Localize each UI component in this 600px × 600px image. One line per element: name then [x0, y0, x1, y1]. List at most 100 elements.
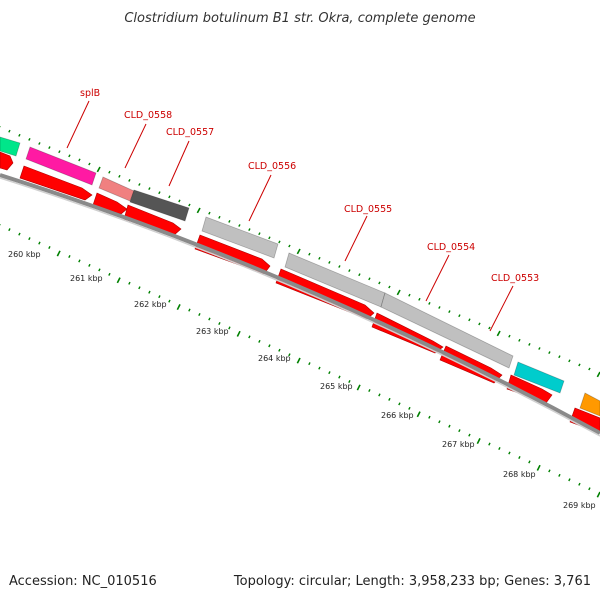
minor-tick — [578, 363, 581, 367]
minor-tick — [348, 380, 351, 384]
minor-tick — [58, 150, 61, 154]
major-tick — [236, 330, 241, 337]
minor-tick — [528, 460, 531, 464]
minor-tick — [8, 228, 11, 232]
minor-tick — [358, 273, 361, 277]
minor-tick — [148, 290, 151, 294]
major-tick — [396, 289, 401, 296]
minor-tick — [338, 265, 341, 268]
minor-tick — [78, 158, 81, 162]
kbp-label: 266 kbp — [381, 411, 414, 420]
minor-tick — [398, 402, 401, 406]
major-tick — [496, 330, 501, 337]
leader-CLD-0556 — [248, 174, 272, 222]
minor-tick — [518, 455, 521, 459]
minor-tick — [568, 478, 571, 482]
kbp-label: 260 kbp — [8, 250, 41, 259]
gene-label-CLD-0557: CLD_0557 — [166, 127, 214, 138]
cds-arrow — [92, 192, 128, 215]
minor-tick — [308, 362, 311, 366]
major-tick — [116, 277, 121, 284]
major-tick — [56, 250, 61, 257]
minor-tick — [108, 272, 111, 276]
major-tick — [176, 304, 181, 311]
minor-tick — [318, 256, 321, 260]
gene-label-CLD-0555: CLD_0555 — [344, 204, 392, 215]
major-tick — [196, 207, 201, 214]
minor-tick — [248, 228, 251, 232]
minor-tick — [288, 244, 291, 248]
minor-tick — [218, 321, 221, 325]
minor-tick — [138, 286, 141, 290]
minor-tick — [418, 297, 421, 301]
gene-label-leaders — [66, 100, 514, 332]
minor-tick — [348, 269, 351, 273]
minor-tick — [518, 338, 521, 342]
minor-tick — [28, 237, 31, 241]
leader-CLD-0553 — [489, 285, 514, 332]
minor-tick — [488, 326, 491, 330]
minor-tick — [478, 322, 481, 326]
gene-label-CLD-0556: CLD_0556 — [248, 161, 296, 172]
major-tick — [96, 166, 101, 173]
gene-block-left — [0, 136, 21, 157]
minor-tick — [258, 339, 261, 343]
minor-tick — [498, 447, 501, 451]
minor-tick — [218, 215, 221, 219]
minor-tick — [448, 424, 451, 428]
minor-tick — [248, 335, 251, 339]
minor-tick — [388, 397, 391, 401]
minor-tick — [508, 451, 511, 455]
gene-label-splB: splB — [80, 88, 100, 99]
minor-tick — [128, 178, 131, 182]
upper-gene-track — [0, 136, 600, 417]
kbp-label: 269 kbp — [563, 501, 596, 510]
minor-tick — [48, 246, 51, 250]
minor-tick — [68, 254, 71, 258]
major-tick — [476, 438, 481, 445]
map-title: Clostridium botulinum B1 str. Okra, comp… — [124, 11, 475, 26]
minor-tick — [108, 170, 111, 174]
minor-tick — [308, 252, 311, 256]
minor-tick — [238, 224, 241, 227]
minor-tick — [268, 344, 271, 348]
minor-tick — [228, 326, 231, 330]
minor-tick — [188, 308, 191, 312]
minor-tick — [208, 317, 211, 321]
cds-arrow — [19, 165, 93, 201]
leader-CLD-0554 — [425, 254, 450, 302]
minor-tick — [328, 260, 331, 264]
leader-CLD-0557 — [168, 140, 190, 187]
minor-tick — [548, 469, 551, 473]
minor-tick — [258, 232, 261, 236]
minor-tick — [28, 137, 31, 141]
kbp-label: 261 kbp — [70, 274, 103, 283]
minor-tick — [468, 433, 471, 437]
minor-tick — [278, 240, 281, 244]
minor-tick — [18, 232, 21, 236]
minor-tick — [138, 183, 141, 186]
minor-tick — [588, 367, 591, 371]
outer-tick-ring — [0, 126, 600, 378]
gene-label-CLD-0553: CLD_0553 — [491, 273, 539, 284]
minor-tick — [8, 129, 11, 133]
minor-tick — [158, 191, 161, 195]
minor-tick — [98, 268, 101, 272]
minor-tick — [128, 281, 131, 285]
minor-tick — [458, 429, 461, 433]
kbp-label: 262 kbp — [134, 300, 167, 309]
minor-tick — [468, 318, 471, 322]
minor-tick — [148, 187, 151, 191]
minor-tick — [338, 375, 341, 379]
gene-block-right — [579, 392, 600, 417]
major-tick — [356, 384, 361, 391]
leader-CLD-0558 — [124, 123, 147, 169]
accession-text: Accession: NC_010516 — [9, 574, 157, 589]
minor-tick — [588, 487, 591, 491]
minor-tick — [88, 263, 91, 267]
minor-tick — [168, 195, 171, 199]
minor-tick — [178, 199, 181, 203]
minor-tick — [408, 293, 411, 297]
major-tick — [296, 248, 301, 255]
